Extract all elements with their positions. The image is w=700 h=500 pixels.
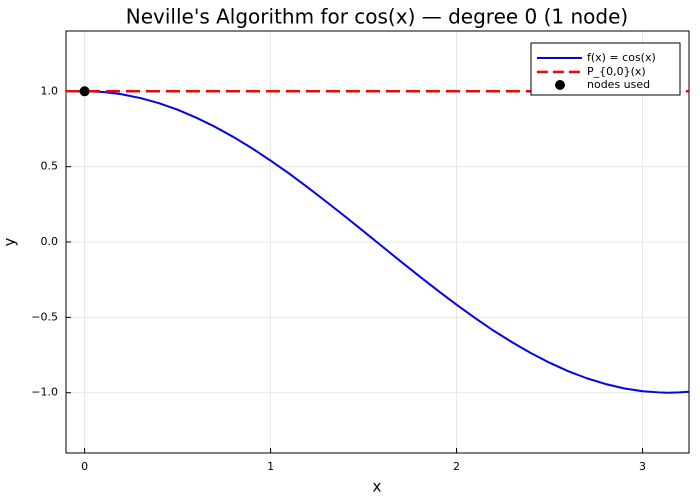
legend-label-nodes: nodes used (587, 78, 650, 91)
y-axis-label: y (1, 237, 19, 246)
x-tick-label: 2 (453, 460, 460, 473)
legend: f(x) = cos(x) P_{0,0}(x) nodes used (530, 42, 681, 96)
ticks: 0 1 2 3 1.0 0.5 0.0 −0.5 −1.0 (31, 84, 646, 473)
x-axis-label: x (373, 478, 382, 496)
x-tick-label: 1 (267, 460, 274, 473)
y-tick-label: 0.5 (41, 160, 59, 173)
y-tick-label: 0.0 (41, 235, 59, 248)
series-layer (66, 86, 690, 394)
y-tick-label: −1.0 (31, 386, 58, 399)
y-tick-label: −0.5 (31, 310, 58, 323)
chart-title: Neville's Algorithm for cos(x) — degree … (126, 5, 628, 29)
legend-swatch-nodes (555, 80, 565, 90)
series-line-cos (84, 90, 690, 394)
legend-label-cos: f(x) = cos(x) (587, 51, 656, 64)
legend-label-p00: P_{0,0}(x) (587, 65, 646, 78)
node-point (79, 86, 90, 97)
y-tick-label: 1.0 (41, 84, 59, 97)
x-tick-label: 3 (639, 460, 646, 473)
x-tick-label: 0 (81, 460, 88, 473)
